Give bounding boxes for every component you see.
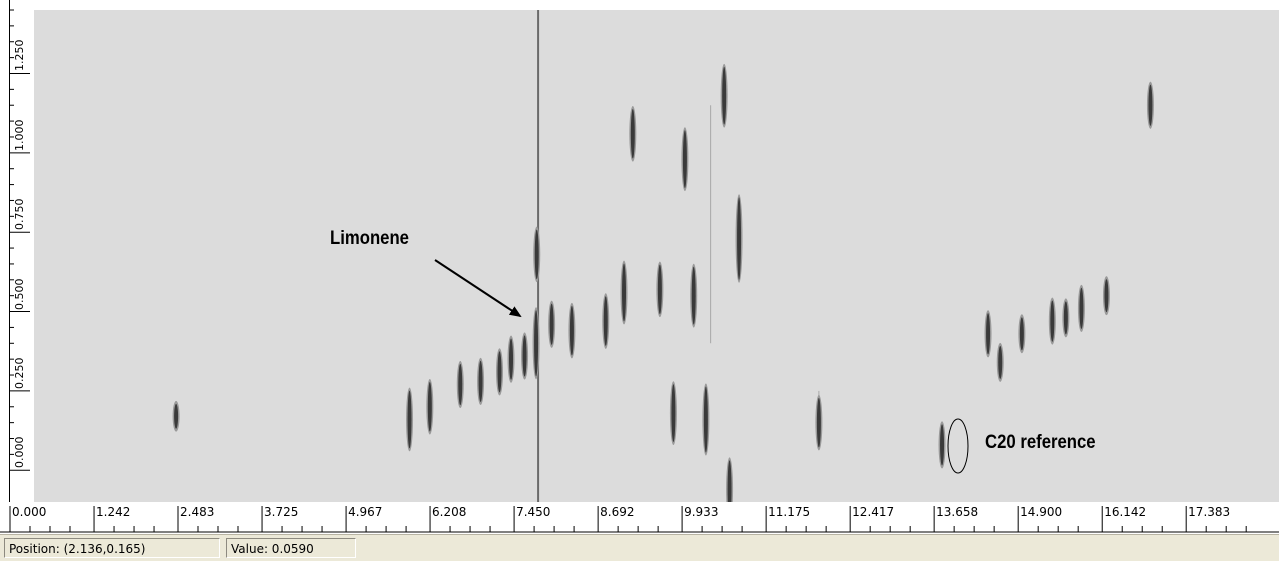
x-tick-label: 17.383	[1188, 505, 1231, 519]
peak-spot	[815, 394, 823, 451]
peak-spot	[1048, 297, 1056, 345]
peak-spot	[477, 357, 485, 406]
x-axis-ticks	[0, 506, 1279, 533]
peak-spot	[456, 360, 464, 409]
peak-spot	[984, 310, 992, 358]
peak-spot	[938, 421, 946, 469]
y-axis-line	[9, 0, 10, 502]
peak-spot	[532, 307, 540, 380]
limonene-annotation: Limonene	[330, 228, 409, 249]
x-tick-label: 1.242	[96, 505, 131, 519]
peak-spot	[669, 381, 677, 446]
peak-spot	[656, 261, 664, 318]
y-tick-label: 0.000	[13, 436, 26, 469]
x-tick-label: 8.692	[600, 505, 635, 519]
peak-spot	[1062, 298, 1070, 338]
peak-spot	[720, 63, 728, 128]
x-tick-label: 2.483	[180, 505, 215, 519]
y-tick-label: 0.750	[13, 198, 26, 231]
peak-spot	[496, 348, 504, 396]
peak-spot	[681, 127, 689, 192]
peak-spot	[629, 106, 637, 162]
x-tick-label: 16.142	[1104, 505, 1147, 519]
c20-reference-annotation: C20 reference	[985, 432, 1096, 453]
peak-spot	[172, 400, 180, 432]
y-tick-label: 0.250	[13, 357, 26, 389]
y-axis: 0.000 0.250 0.500 0.750 1.000 1.250	[0, 0, 34, 502]
x-tick-label: 7.450	[516, 505, 551, 519]
x-tick-label: 4.967	[348, 505, 383, 519]
peak-spot	[726, 457, 734, 502]
x-tick-label: 3.725	[264, 505, 299, 519]
y-tick-label: 1.000	[13, 119, 26, 151]
peak-spot	[602, 293, 610, 349]
peak-spot	[1077, 284, 1085, 333]
x-tick-label: 13.658	[936, 505, 979, 519]
x-tick-label: 0.000	[12, 505, 47, 519]
peak-spot	[620, 260, 628, 325]
peak-spot	[533, 226, 541, 283]
y-axis-ticks	[10, 9, 30, 471]
plot-canvas[interactable]	[34, 10, 1279, 502]
x-tick-label: 14.900	[1020, 505, 1063, 519]
peak-spot	[426, 379, 434, 435]
peak-spot	[690, 263, 698, 328]
y-tick-label: 0.500	[13, 278, 26, 310]
position-readout: Position: (2.136,0.165)	[4, 538, 220, 558]
peak-spot	[1102, 276, 1110, 316]
value-readout: Value: 0.0590	[226, 538, 356, 558]
peak-spot	[406, 387, 414, 452]
peak-spot	[548, 300, 556, 348]
peak-spot	[1018, 314, 1026, 354]
x-tick-label: 12.417	[852, 505, 895, 519]
peak-spot	[735, 194, 743, 283]
x-tick-label: 9.933	[684, 505, 719, 519]
x-axis: 0.000 1.242 2.483 3.725 4.967 6.208 7.450 8.692…	[0, 502, 1279, 534]
peak-spot	[507, 335, 515, 383]
peak-spot	[996, 342, 1004, 382]
y-tick-label: 1.250	[13, 39, 26, 72]
contour-plot[interactable]	[34, 10, 1279, 502]
x-tick-label: 11.175	[768, 505, 811, 519]
peak-spot	[702, 383, 710, 456]
x-tick-label: 6.208	[432, 505, 467, 519]
status-bar: Position: (2.136,0.165) Value: 0.0590	[0, 534, 1279, 561]
peak-spot	[1146, 81, 1154, 129]
peak-spot	[568, 302, 576, 359]
peak-spot	[521, 332, 529, 380]
